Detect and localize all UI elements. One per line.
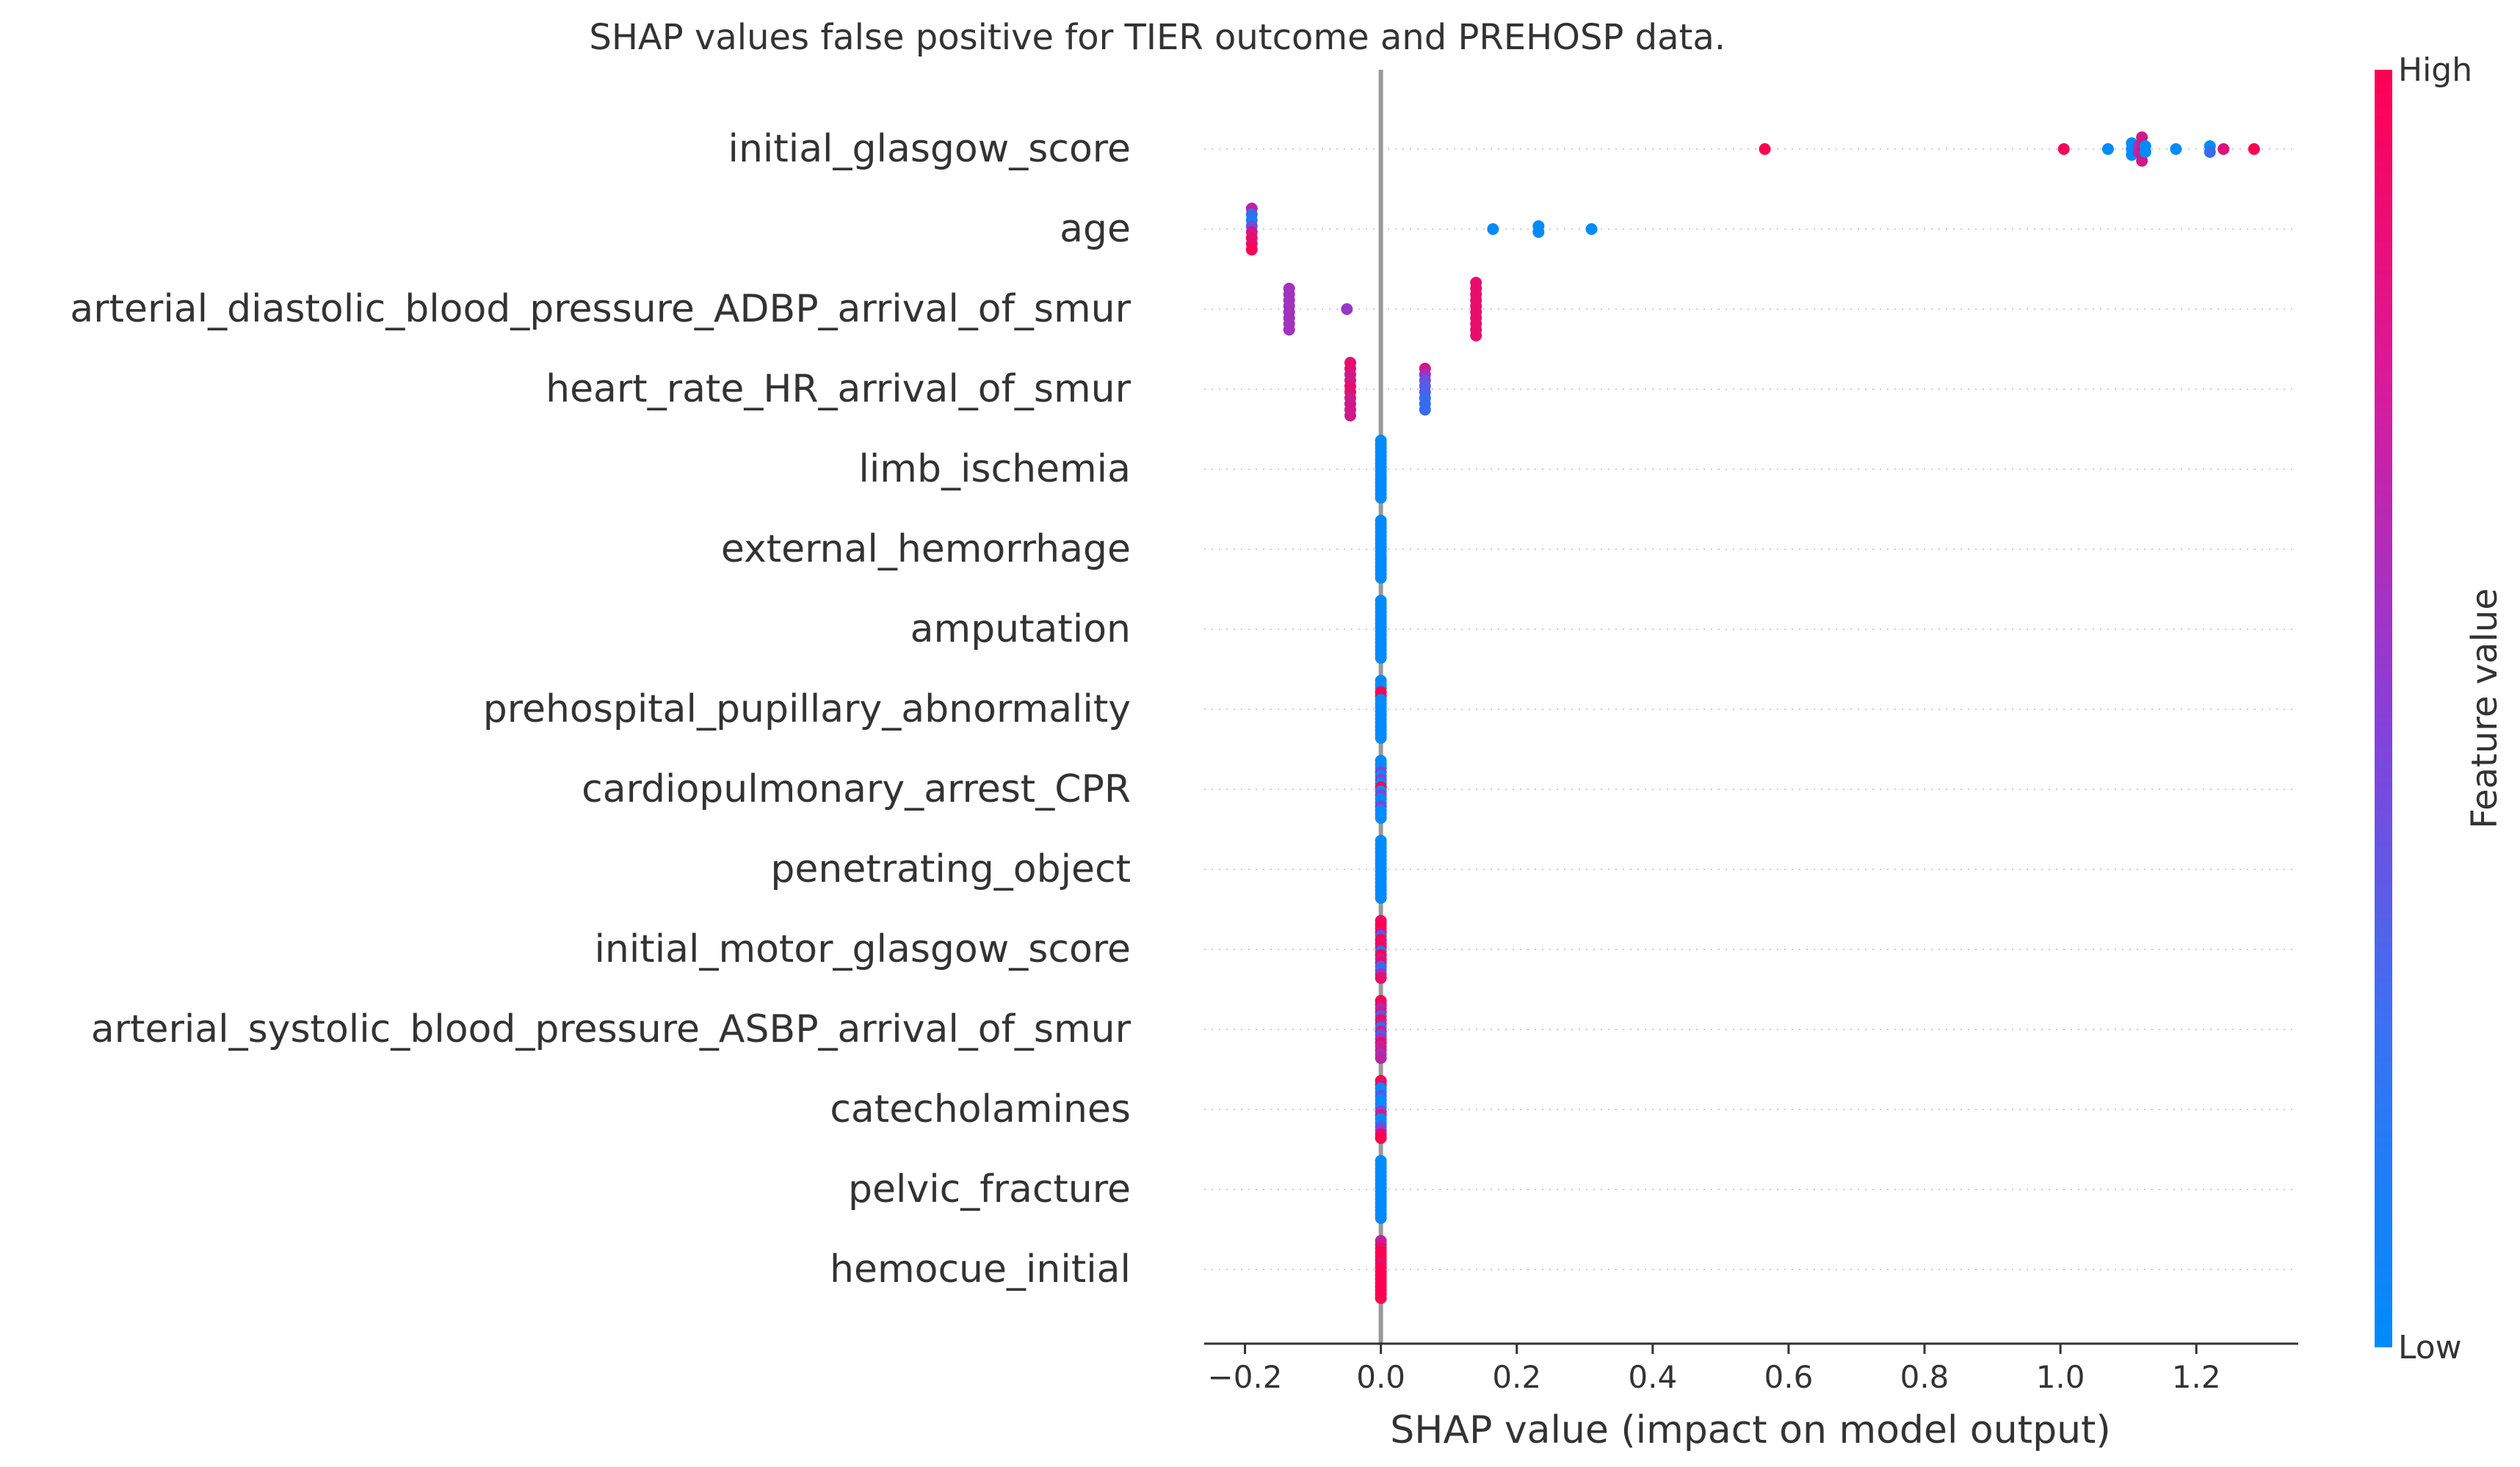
x-axis-label: SHAP value (impact on model output) bbox=[1390, 1408, 2110, 1452]
colorbar-axis-label: Feature value bbox=[2464, 588, 2505, 829]
point-pelvic-fracture bbox=[1375, 1212, 1387, 1224]
point-arterial-diastolic-blood-pressure-adbp-arrival-of-smur bbox=[1283, 324, 1295, 336]
feature-label-initial-glasgow-score: initial_glasgow_score bbox=[728, 127, 1132, 171]
point-age bbox=[1245, 244, 1258, 256]
point-cardiopulmonary-arrest-cpr bbox=[1375, 812, 1387, 824]
point-limb-ischemia bbox=[1375, 492, 1387, 504]
feature-label-cardiopulmonary-arrest-cpr: cardiopulmonary_arrest_CPR bbox=[582, 767, 1131, 811]
point-arterial-diastolic-blood-pressure-adbp-arrival-of-smur bbox=[1341, 303, 1353, 315]
chart-title: SHAP values false positive for TIER outc… bbox=[589, 17, 1726, 58]
point-arterial-systolic-blood-pressure-asbp-arrival-of-smur bbox=[1375, 1052, 1387, 1064]
x-axis-ticks: −0.2 0.0 0.2 0.4 0.6 0.8 1.0 1.2 bbox=[1208, 1344, 2221, 1395]
point-catecholamines bbox=[1375, 1132, 1387, 1144]
point-initial-glasgow-score bbox=[1759, 143, 1771, 155]
point-heart-rate-hr-arrival-of-smur bbox=[1344, 410, 1356, 421]
colorbar-low-label: Low bbox=[2398, 1329, 2462, 1366]
point-age bbox=[1487, 223, 1499, 235]
feature-label-hemocue-initial: hemocue_initial bbox=[830, 1247, 1131, 1292]
colorbar bbox=[2375, 70, 2392, 1347]
x-tick-label: 0.2 bbox=[1492, 1359, 1541, 1395]
feature-label-amputation: amputation bbox=[910, 607, 1131, 651]
x-tick-label: 1.2 bbox=[2172, 1359, 2221, 1395]
feature-label-catecholamines: catecholamines bbox=[830, 1087, 1131, 1131]
feature-label-penetrating-object: penetrating_object bbox=[770, 847, 1131, 891]
feature-label-limb-ischemia: limb_ischemia bbox=[858, 447, 1131, 491]
x-tick-label: 0.6 bbox=[1764, 1359, 1814, 1395]
point-amputation bbox=[1375, 652, 1387, 664]
point-external-hemorrhage bbox=[1375, 572, 1387, 584]
point-age bbox=[1585, 223, 1598, 235]
x-tick-label: 1.0 bbox=[2036, 1359, 2085, 1395]
point-initial-glasgow-score bbox=[2248, 143, 2260, 155]
feature-label-arterial-systolic-blood-pressure-asbp-arrival-of-smur: arterial_systolic_blood_pressure_ASBP_ar… bbox=[91, 1007, 1132, 1051]
point-heart-rate-hr-arrival-of-smur bbox=[1419, 404, 1431, 416]
x-tick-label: 0.8 bbox=[1900, 1359, 1949, 1395]
point-initial-glasgow-score bbox=[2139, 146, 2151, 158]
x-tick-label: 0.4 bbox=[1628, 1359, 1677, 1395]
point-initial-motor-glasgow-score bbox=[1375, 972, 1387, 984]
point-hemocue-initial bbox=[1375, 1292, 1387, 1304]
point-arterial-diastolic-blood-pressure-adbp-arrival-of-smur bbox=[1470, 330, 1482, 341]
point-initial-glasgow-score bbox=[2170, 143, 2182, 155]
feature-label-arterial-diastolic-blood-pressure-adbp-arrival-of-smur: arterial_diastolic_blood_pressure_ADBP_a… bbox=[70, 287, 1131, 331]
data-points bbox=[1245, 131, 2260, 1304]
feature-label-pelvic-fracture: pelvic_fracture bbox=[848, 1167, 1131, 1211]
point-initial-glasgow-score bbox=[2204, 146, 2216, 158]
x-tick-label: −0.2 bbox=[1208, 1359, 1283, 1395]
feature-label-age: age bbox=[1060, 207, 1131, 251]
colorbar-high-label: High bbox=[2398, 51, 2472, 89]
feature-label-prehospital-pupillary-abnormality: prehospital_pupillary_abnormality bbox=[483, 687, 1131, 731]
point-age bbox=[1532, 226, 1545, 238]
feature-label-heart-rate-hr-arrival-of-smur: heart_rate_HR_arrival_of_smur bbox=[546, 367, 1132, 411]
point-initial-glasgow-score bbox=[2136, 155, 2148, 167]
point-initial-glasgow-score bbox=[2057, 143, 2070, 155]
point-initial-glasgow-score bbox=[2217, 143, 2230, 155]
x-tick-label: 0.0 bbox=[1356, 1359, 1405, 1395]
point-penetrating-object bbox=[1375, 892, 1387, 904]
point-prehospital-pupillary-abnormality bbox=[1375, 732, 1387, 744]
point-initial-glasgow-score bbox=[2101, 143, 2114, 155]
feature-label-initial-motor-glasgow-score: initial_motor_glasgow_score bbox=[594, 927, 1131, 971]
feature-label-external-hemorrhage: external_hemorrhage bbox=[721, 527, 1131, 571]
